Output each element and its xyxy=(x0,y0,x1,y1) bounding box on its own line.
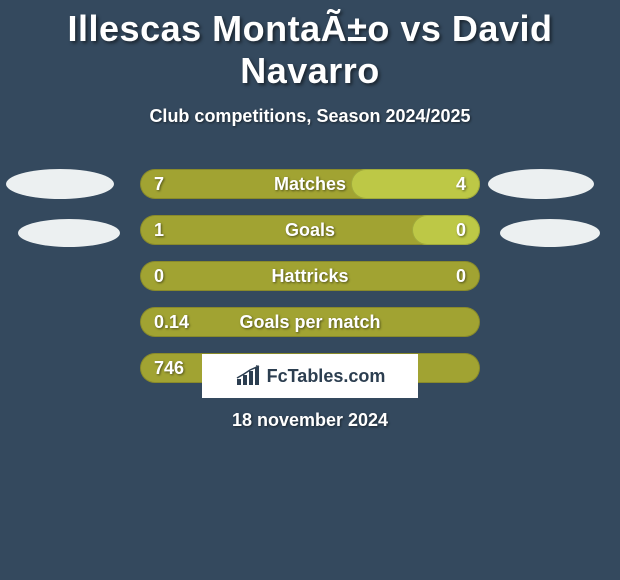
date-label: 18 november 2024 xyxy=(0,410,620,431)
stat-value-left: 746 xyxy=(154,353,184,383)
chart-icon xyxy=(235,365,261,387)
stat-row: Goals per match0.14 xyxy=(140,307,480,337)
stat-value-right: 4 xyxy=(456,169,466,199)
stat-value-right: 0 xyxy=(456,261,466,291)
stat-label: Hattricks xyxy=(140,261,480,291)
logo-text: FcTables.com xyxy=(267,366,386,387)
stat-label: Goals per match xyxy=(140,307,480,337)
decor-ellipse xyxy=(18,219,120,247)
stat-value-left: 0 xyxy=(154,261,164,291)
page-title: Illescas MontaÃ±o vs David Navarro xyxy=(0,0,620,92)
decor-ellipse xyxy=(500,219,600,247)
decor-ellipse xyxy=(488,169,594,199)
stat-row: Matches7 4 xyxy=(140,169,480,199)
stat-value-left: 7 xyxy=(154,169,164,199)
stat-value-left: 0.14 xyxy=(154,307,189,337)
stat-row: Goals1 0 xyxy=(140,215,480,245)
stat-row: Hattricks0 0 xyxy=(140,261,480,291)
decor-ellipse xyxy=(6,169,114,199)
stat-label: Matches xyxy=(140,169,480,199)
stat-label: Goals xyxy=(140,215,480,245)
stat-value-left: 1 xyxy=(154,215,164,245)
stat-value-right: 0 xyxy=(456,215,466,245)
subtitle: Club competitions, Season 2024/2025 xyxy=(0,106,620,127)
logo-box: FcTables.com xyxy=(202,354,418,398)
